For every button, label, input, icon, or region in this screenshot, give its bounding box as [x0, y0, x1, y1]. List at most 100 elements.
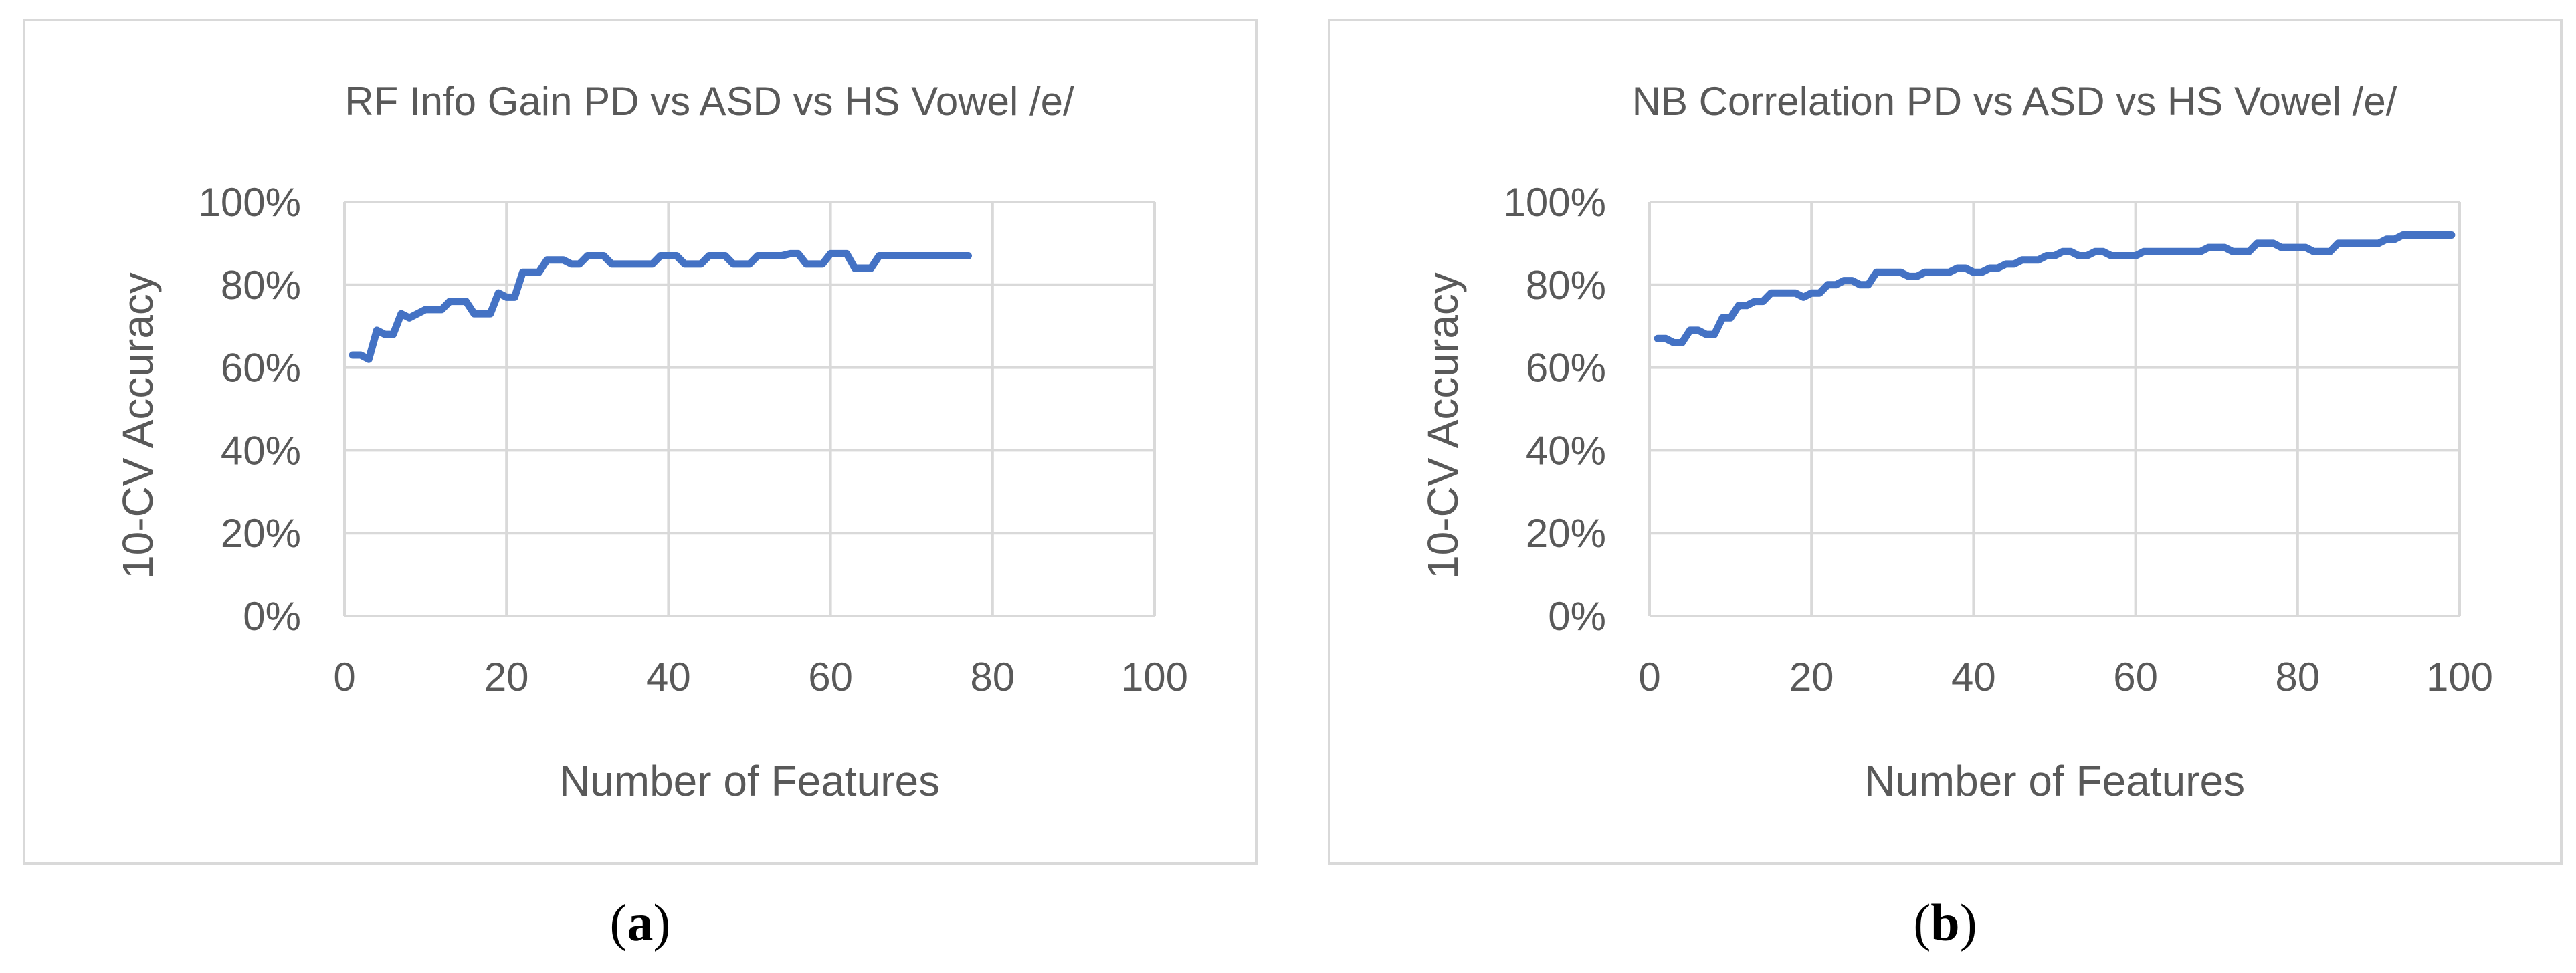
chart0-data-point: [538, 272, 540, 273]
chart1-data-point: [2062, 251, 2064, 252]
caption-a-letter: a: [627, 893, 654, 952]
chart0-data-point: [506, 296, 507, 298]
chart1-data-point: [2175, 251, 2177, 252]
chart0-x-tick-label: 60: [808, 655, 853, 699]
chart1-data-point: [2126, 255, 2128, 256]
chart0-data-point: [684, 263, 686, 265]
chart1-data-point: [2208, 247, 2209, 248]
chart0-data-point: [627, 263, 629, 265]
chart1-x-tick-label: 80: [2275, 655, 2320, 699]
chart0-data-point: [595, 255, 596, 256]
chart0-data-point: [425, 309, 426, 310]
caption-b: (b): [1878, 893, 2012, 953]
chart0-data-point: [943, 255, 945, 256]
chart1-x-tick-label: 60: [2113, 655, 2158, 699]
chart1-data-point: [2232, 251, 2234, 252]
chart1-data-point: [1949, 272, 1950, 273]
chart1-data-point: [2070, 251, 2072, 252]
caption-b-open: (: [1913, 893, 1931, 952]
chart1-data-point: [2329, 251, 2331, 252]
chart1-data-point: [2297, 247, 2298, 248]
chart1-data-point: [1957, 267, 1958, 269]
chart1-title: NB Correlation PD vs ASD vs HS Vowel /e/: [1632, 79, 2397, 124]
chart0-data-point: [660, 255, 661, 256]
caption-a-open: (: [609, 893, 627, 952]
chart1-data-point: [2167, 251, 2169, 252]
chart0-data-point: [668, 255, 669, 256]
chart1-data-point: [2159, 251, 2161, 252]
chart1-data-point: [2224, 247, 2225, 248]
chart0-data-point: [749, 263, 750, 265]
chart0-title: RF Info Gain PD vs ASD vs HS Vowel /e/: [344, 79, 1074, 124]
chart0-data-point: [700, 263, 702, 265]
chart0-data-point: [830, 253, 831, 254]
chart0-data-point: [571, 263, 572, 265]
chart1-data-point: [1916, 276, 1918, 277]
chart0-data-point: [894, 255, 896, 256]
chart0-data-point: [919, 255, 920, 256]
chart1-data-point: [2305, 247, 2306, 248]
chart0-data-point: [708, 255, 710, 256]
chart0-data-point: [927, 255, 928, 256]
chart1-x-axis-label: Number of Features: [1864, 757, 2245, 805]
chart1-y-tick-label: 20%: [1526, 511, 1606, 556]
chart1-data-point: [2038, 259, 2039, 261]
chart0-data-point: [838, 253, 839, 254]
chart0-x-tick-label: 80: [970, 655, 1015, 699]
chart0-data-point: [732, 263, 734, 265]
chart1-data-point: [2216, 247, 2217, 248]
chart0-data-point: [611, 263, 613, 265]
chart0-x-axis-label: Number of Features: [559, 757, 940, 805]
chart1-data-point: [2240, 251, 2242, 252]
chart0-data-point: [959, 255, 961, 256]
chart-panel-a: RF Info Gain PD vs ASD vs HS Vowel /e/0%…: [23, 19, 1258, 865]
chart0-data-point: [579, 263, 580, 265]
chart0-x-tick-label: 0: [333, 655, 355, 699]
chart0-y-axis-label: 10-CV Accuracy: [114, 272, 162, 579]
chart0-data-point: [911, 255, 912, 256]
chart0-y-tick-label: 40%: [221, 428, 301, 473]
chart1-data-point: [1803, 296, 1804, 298]
chart1-y-tick-label: 0%: [1548, 594, 1606, 639]
chart1-data-point: [2199, 251, 2201, 252]
chart1-y-tick-label: 60%: [1526, 346, 1606, 391]
chart0-data-point: [886, 255, 888, 256]
chart1-x-tick-label: 20: [1789, 655, 1834, 699]
chart1-data-point: [1924, 272, 1926, 273]
chart1-data-point: [2248, 251, 2250, 252]
chart0-data-point: [652, 263, 653, 265]
chart0-data-point: [433, 309, 434, 310]
chart0-x-tick-label: 20: [484, 655, 529, 699]
chart0-data-point: [603, 255, 605, 256]
chart0-data-point: [797, 253, 799, 254]
chart0-y-tick-label: 80%: [221, 263, 301, 308]
chart1-data-point: [2143, 251, 2145, 252]
chart0-data-point: [862, 267, 864, 269]
caption-b-close: ): [1959, 893, 1977, 952]
chart1-data-point: [2191, 251, 2193, 252]
chart0-y-tick-label: 100%: [199, 180, 301, 225]
caption-b-letter: b: [1930, 893, 1960, 952]
chart1-data-point: [1981, 272, 1983, 273]
chart1-data-point: [2135, 255, 2137, 256]
chart0-data-point: [716, 255, 718, 256]
chart1-data-point: [1900, 272, 1901, 273]
chart0-data-point: [789, 253, 791, 254]
chart0-data-point: [724, 255, 726, 256]
chart1-data-point: [2183, 251, 2185, 252]
caption-a-close: ): [653, 893, 671, 952]
chart1-data-point: [2021, 259, 2023, 261]
chart0-data-point: [781, 255, 783, 256]
chart1-data-point: [2086, 255, 2088, 256]
chart1-data-point: [2102, 251, 2104, 252]
chart1-x-tick-label: 100: [2426, 655, 2493, 699]
chart0-data-point: [530, 272, 532, 273]
chart1-data-point: [2094, 251, 2096, 252]
chart1-data-point: [2289, 247, 2290, 248]
chart0-data-point: [903, 255, 904, 256]
chart1-data-point: [1827, 284, 1828, 286]
chart-panel-b: NB Correlation PD vs ASD vs HS Vowel /e/…: [1328, 19, 2563, 865]
chart0-data-point: [821, 263, 823, 265]
chart0-data-point: [757, 255, 759, 256]
chart0-data-point: [967, 255, 969, 256]
